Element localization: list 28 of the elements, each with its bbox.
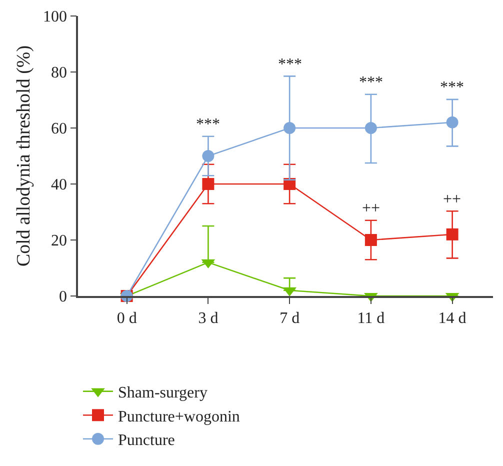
x-tick-label: 14 d bbox=[438, 310, 466, 327]
annotation: *** bbox=[359, 74, 383, 91]
x-tick-label: 0 d bbox=[116, 310, 137, 327]
x-tick-label: 7 d bbox=[280, 310, 300, 327]
point bbox=[446, 116, 458, 128]
y-tick-label: 80 bbox=[51, 64, 68, 82]
y-tick-label: 20 bbox=[51, 232, 68, 250]
legend-label: Sham-surgery bbox=[118, 384, 208, 402]
annotation: ++ bbox=[443, 191, 462, 208]
y-tick-label: 60 bbox=[51, 120, 68, 138]
x-tick-label: 11 d bbox=[357, 310, 385, 327]
point bbox=[364, 122, 377, 134]
point bbox=[202, 150, 214, 162]
y-tick-label: 0 bbox=[59, 288, 68, 306]
point bbox=[284, 122, 296, 134]
y-tick-label: 40 bbox=[51, 176, 68, 194]
point bbox=[202, 178, 214, 190]
point bbox=[446, 228, 458, 240]
annotation: ++ bbox=[362, 200, 380, 217]
y-tick-label: 100 bbox=[43, 8, 68, 26]
y-axis-title: Cold allodynia threshold (%) bbox=[13, 45, 34, 267]
annotation: *** bbox=[278, 56, 302, 73]
legend-label: Puncture+wogonin bbox=[118, 408, 240, 426]
point bbox=[364, 234, 377, 246]
annotation: *** bbox=[440, 79, 464, 96]
x-tick-label: 3 d bbox=[198, 310, 218, 327]
annotation: *** bbox=[196, 116, 220, 133]
legend-label: Puncture bbox=[118, 432, 175, 450]
